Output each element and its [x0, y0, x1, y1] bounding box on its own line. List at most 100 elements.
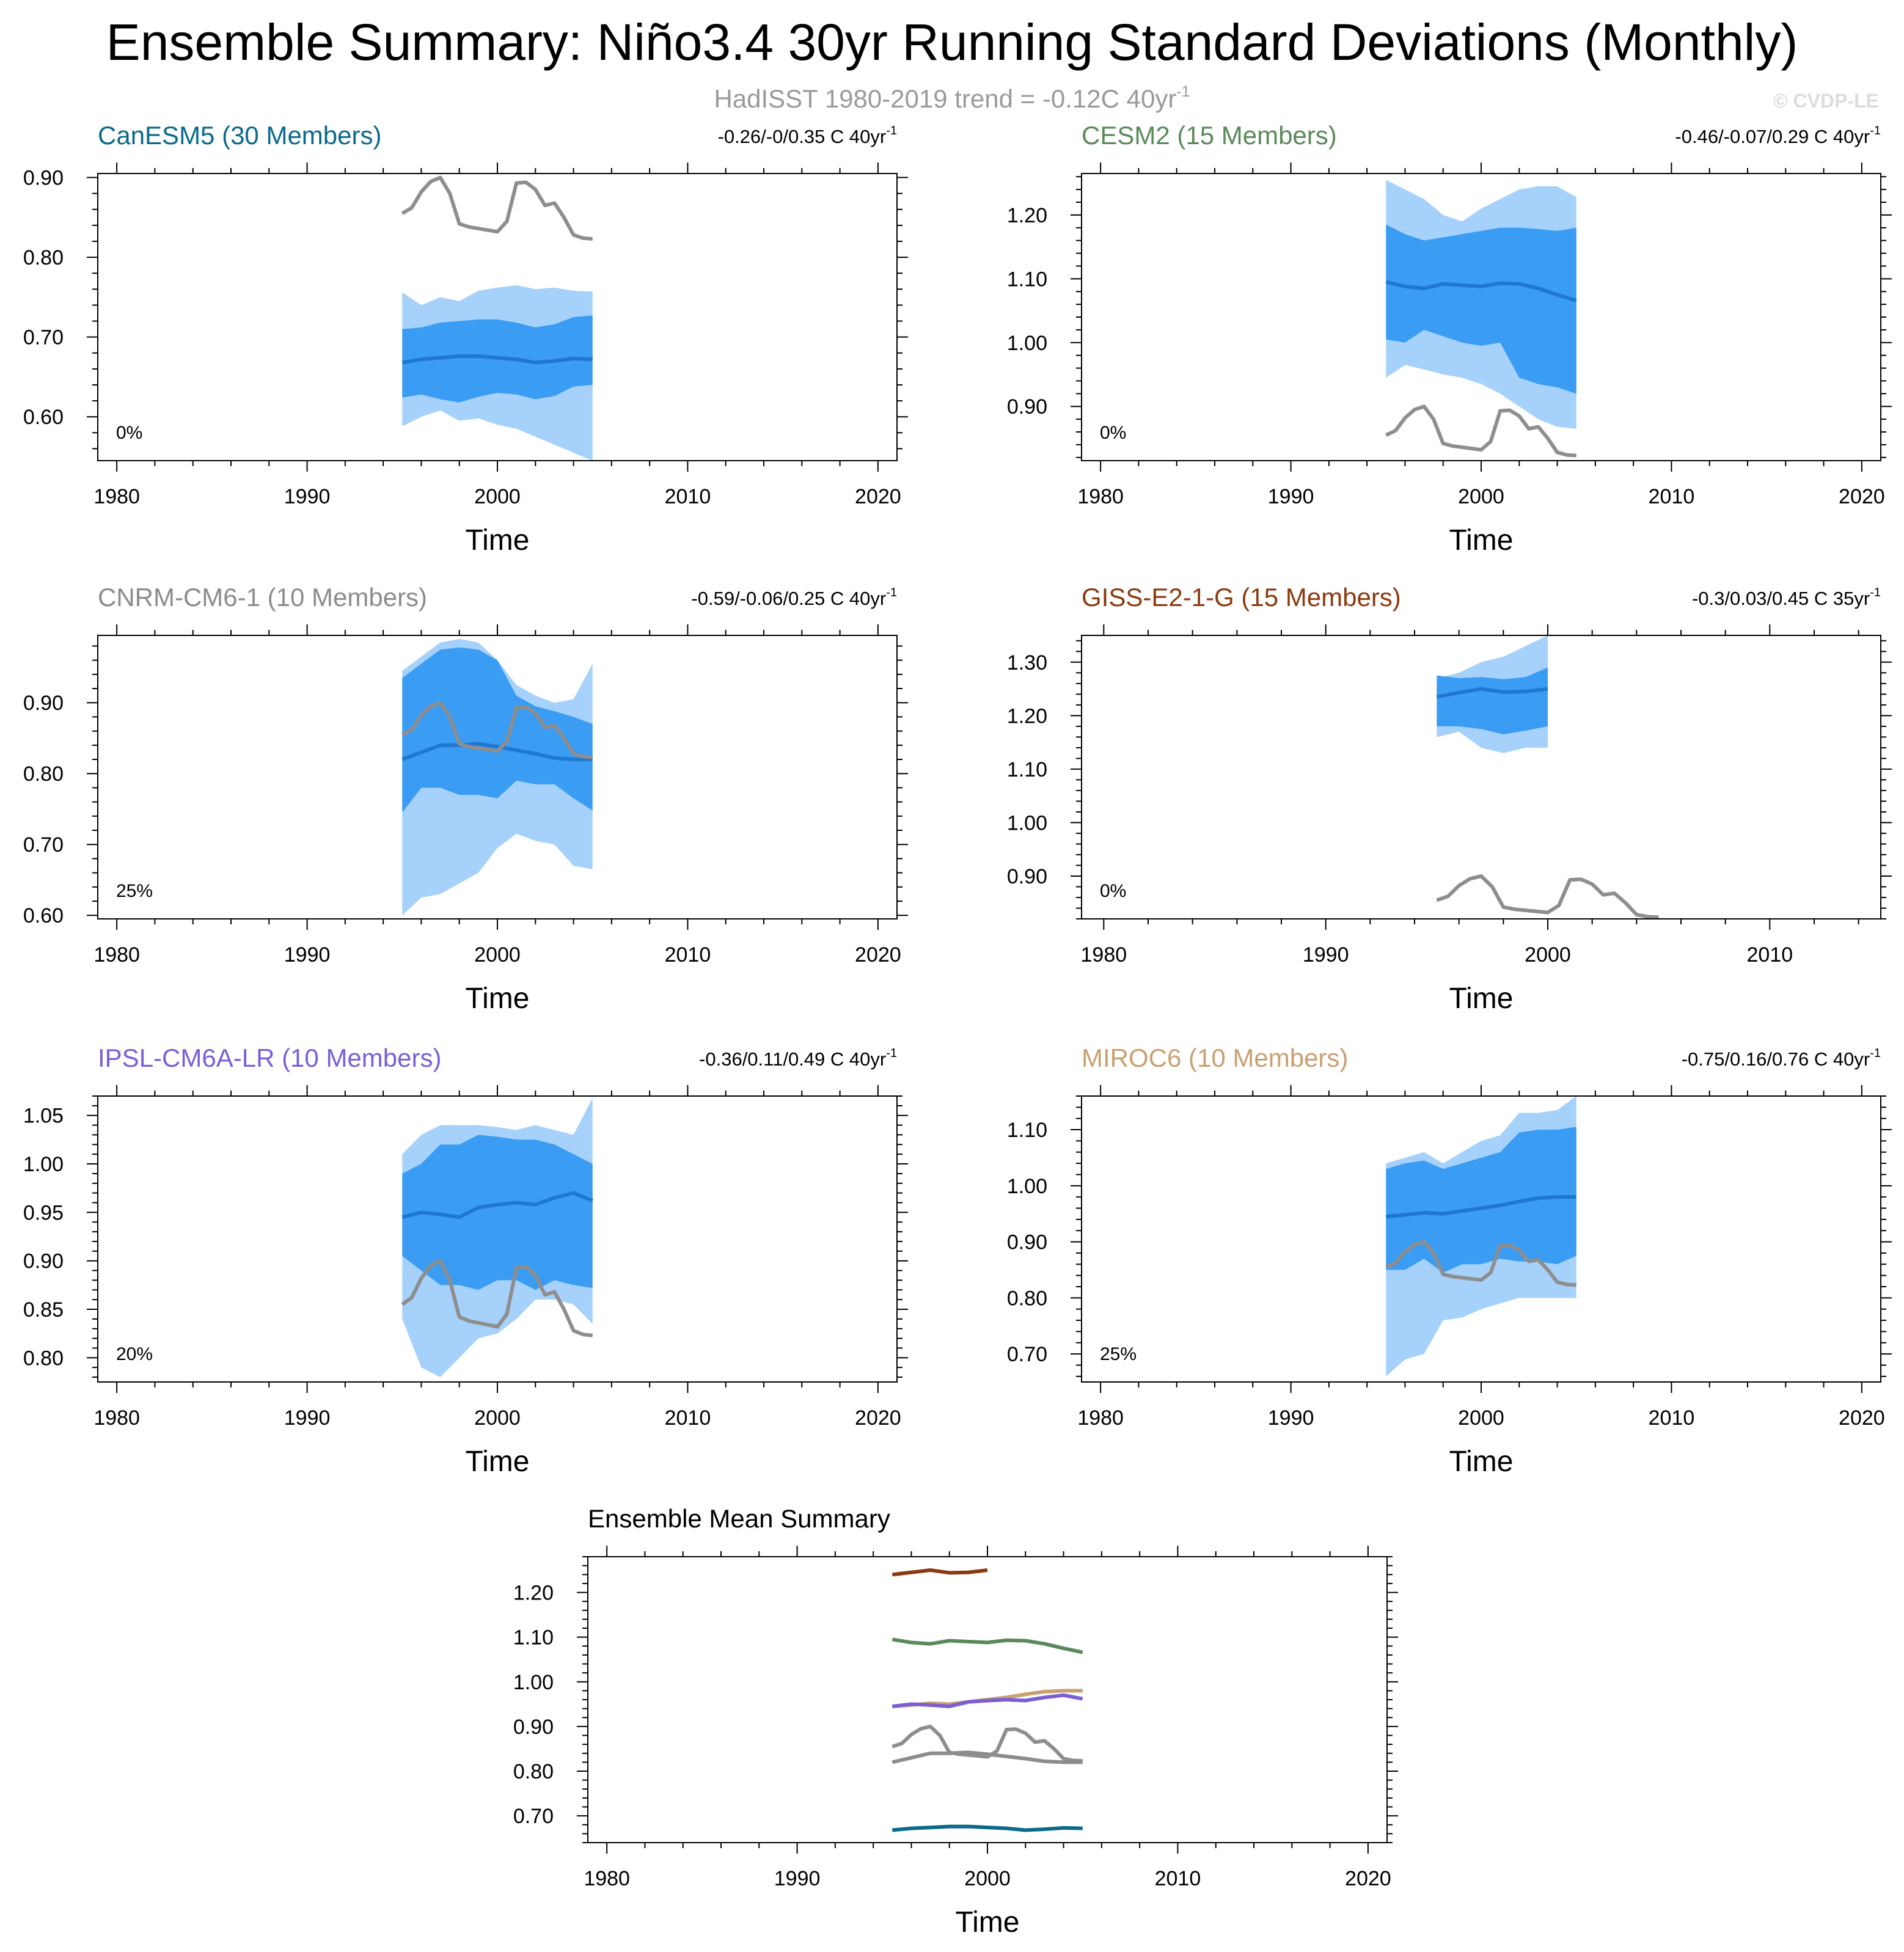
percent-label: 25% — [1100, 1344, 1137, 1364]
inner-spread-band — [1386, 224, 1576, 394]
y-tick-label: 0.80 — [23, 246, 64, 269]
panel-title: CESM2 (15 Members) — [1082, 121, 1337, 150]
x-tick-label: 1990 — [284, 943, 331, 967]
x-tick-label: 2010 — [665, 1406, 711, 1430]
chart-panel-2: 1980 1990 2000 2010 2020 0.60 0.70 0.80 0.90 CNRM… — [23, 583, 908, 1015]
plot-area — [1385, 1096, 1576, 1376]
x-tick-label: 2020 — [1839, 1406, 1885, 1430]
x-tick-label: 2020 — [855, 485, 901, 508]
x-tick-label: 2000 — [1458, 485, 1504, 508]
x-tick-label: 2020 — [1345, 1867, 1391, 1890]
panel-trend-label: -0.59/-0.06/0.25 C 40yr-1 — [691, 586, 897, 609]
x-tick-label: 1990 — [1268, 1406, 1314, 1430]
ensemble-mean-line — [1385, 280, 1577, 302]
y-tick-label: 1.20 — [513, 1582, 554, 1605]
x-axis-label: Time — [466, 982, 530, 1015]
x-tick-label: 1980 — [1077, 1406, 1124, 1430]
y-tick-label: 0.80 — [23, 762, 64, 786]
inner-spread-band — [1437, 667, 1548, 734]
chart-panel-0: 1980 1990 2000 2010 2020 0.60 0.70 0.80 0.90 CanE… — [23, 121, 908, 557]
ensemble-mean-line — [401, 1191, 593, 1219]
observed-line — [401, 1259, 593, 1337]
chart-panel-4: 1980 1990 2000 2010 2020 0.80 0.85 0.90 0.95 1.00… — [23, 1044, 908, 1478]
trend-superscript: -1 — [886, 1047, 897, 1060]
y-tick-label: 1.05 — [23, 1105, 64, 1128]
x-tick-label: 1980 — [1081, 943, 1127, 967]
x-tick-label: 1990 — [284, 485, 331, 508]
panel-title: GISS-E2-1-G (15 Members) — [1082, 583, 1401, 612]
x-tick-label: 2000 — [1525, 943, 1571, 967]
y-tick-label: 0.90 — [23, 167, 64, 190]
trend-text: -0.36/0.11/0.49 C 40yr — [699, 1048, 886, 1070]
inner-spread-band — [1386, 1127, 1576, 1273]
observed-line — [401, 175, 593, 241]
x-tick-label: 1990 — [1303, 943, 1349, 967]
y-tick-label: 1.10 — [1007, 758, 1047, 781]
panel-title: Ensemble Mean Summary — [588, 1504, 890, 1533]
x-tick-label: 2010 — [665, 943, 711, 967]
plot-area — [401, 1098, 593, 1378]
inner-spread-band — [402, 647, 593, 813]
trend-superscript: -1 — [1870, 124, 1881, 137]
ensemble-mean-line — [401, 742, 593, 761]
plot-area — [892, 1568, 1083, 1832]
x-tick-label: 2020 — [855, 943, 901, 967]
observed-line — [1436, 874, 1659, 919]
chart-panels: 1980 1990 2000 2010 2020 0.60 0.70 0.80 0.90 CanE… — [23, 121, 1892, 1939]
y-tick-label: 0.90 — [23, 1250, 64, 1273]
series-line-5 — [892, 1750, 1083, 1764]
series-line-1 — [892, 1637, 1083, 1654]
y-tick-label: 0.80 — [1007, 1287, 1047, 1310]
x-tick-label: 1980 — [93, 485, 140, 508]
plot-area — [401, 175, 593, 461]
x-axis-label: Time — [466, 1446, 530, 1478]
y-tick-label: 1.30 — [1007, 651, 1047, 674]
subtitle-superscript: -1 — [1176, 83, 1190, 100]
trend-text: -0.26/-0/0.35 C 40yr — [718, 126, 887, 147]
y-tick-label: 0.80 — [23, 1347, 64, 1370]
y-tick-label: 0.60 — [23, 904, 64, 927]
ensemble-mean-line — [1386, 1195, 1576, 1219]
series-line-4 — [892, 1724, 1083, 1763]
x-tick-label: 1980 — [1077, 485, 1124, 508]
trend-text: -0.3/0.03/0.45 C 35yr — [1692, 588, 1870, 609]
y-tick-label: 0.90 — [1007, 865, 1047, 888]
y-tick-label: 0.70 — [513, 1805, 554, 1828]
x-axis-label: Time — [466, 524, 530, 557]
x-tick-label: 2000 — [1458, 1406, 1504, 1430]
y-tick-label: 1.00 — [1007, 332, 1047, 355]
x-axis-label: Time — [1449, 1446, 1514, 1478]
ensemble-mean-line — [401, 354, 593, 365]
y-tick-label: 1.10 — [1007, 268, 1047, 291]
y-tick-label: 1.10 — [1007, 1119, 1047, 1142]
y-tick-label: 0.95 — [23, 1201, 64, 1224]
y-tick-label: 0.70 — [1007, 1343, 1047, 1366]
x-tick-label: 2010 — [1155, 1867, 1201, 1890]
chart-panel-1: 1980 1990 2000 2010 2020 0.90 1.00 1.10 1.20 CESM… — [1007, 121, 1892, 557]
panel-title: IPSL-CM6A-LR (10 Members) — [98, 1044, 441, 1072]
y-tick-label: 1.00 — [1007, 811, 1047, 835]
percent-label: 0% — [116, 423, 142, 443]
chart-panel-3: 1980 1990 2000 2010 0.90 1.00 1.10 1.20 1.30 GISS… — [1007, 583, 1892, 1015]
chart-panel-6: 1980 1990 2000 2010 2020 0.70 0.80 0.90 1.00 1.10… — [513, 1504, 1398, 1939]
series-line-6 — [892, 1824, 1083, 1832]
x-tick-label: 2010 — [665, 485, 711, 508]
x-tick-label: 2000 — [474, 943, 521, 967]
watermark: © CVDP-LE — [1773, 90, 1879, 112]
y-tick-label: 0.90 — [513, 1716, 554, 1739]
inner-spread-band — [402, 1135, 593, 1290]
x-tick-label: 2020 — [855, 1406, 901, 1430]
y-tick-label: 1.20 — [1007, 704, 1047, 728]
trend-text: -0.59/-0.06/0.25 C 40yr — [691, 588, 886, 609]
y-tick-label: 1.00 — [1007, 1175, 1047, 1198]
x-tick-label: 1990 — [284, 1406, 331, 1430]
y-tick-label: 0.80 — [513, 1760, 554, 1783]
x-tick-label: 2000 — [474, 1406, 521, 1430]
panel-trend-label: -0.36/0.11/0.49 C 40yr-1 — [699, 1047, 897, 1070]
plot-frame — [1081, 635, 1881, 919]
y-tick-label: 0.60 — [23, 406, 64, 429]
series-line-0 — [892, 1568, 988, 1577]
trend-superscript: -1 — [1870, 586, 1881, 599]
y-tick-label: 0.90 — [1007, 395, 1047, 419]
percent-label: 0% — [1100, 423, 1126, 443]
